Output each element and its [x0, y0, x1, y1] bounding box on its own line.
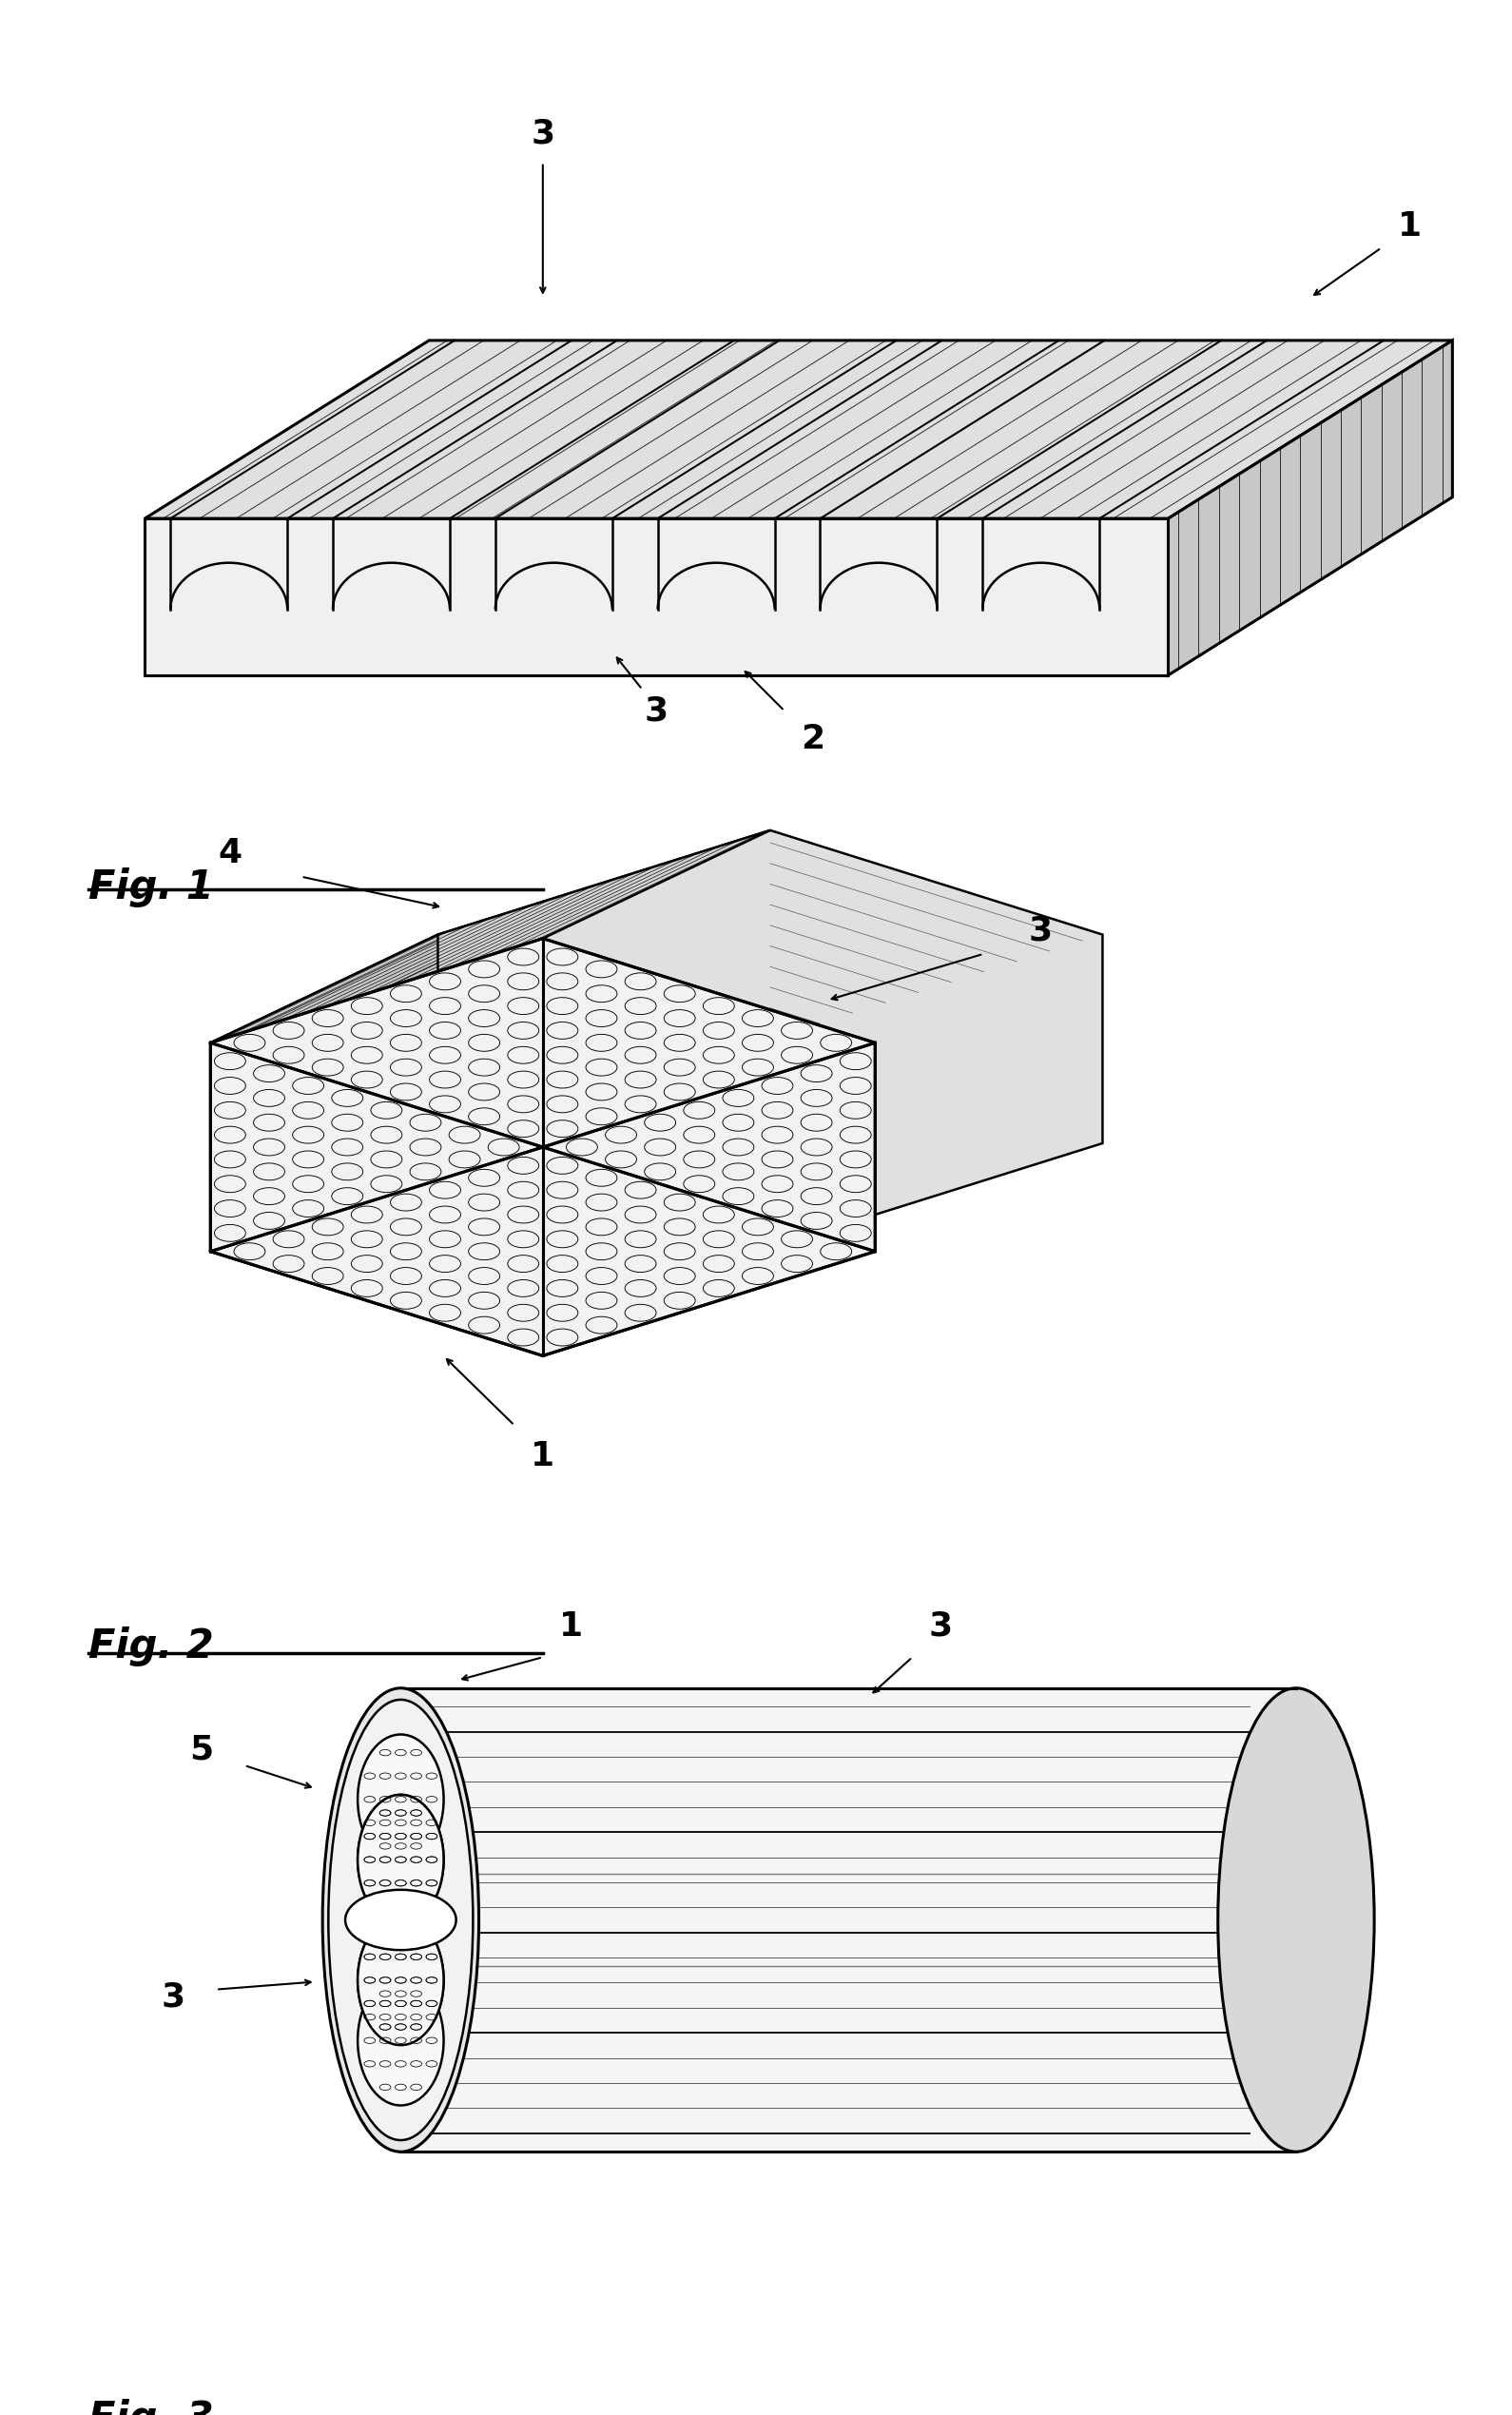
- Text: 3: 3: [162, 1980, 186, 2014]
- Polygon shape: [210, 831, 770, 1043]
- Polygon shape: [401, 1688, 1296, 2152]
- Ellipse shape: [358, 1915, 443, 2046]
- Text: 1: 1: [531, 1439, 555, 1473]
- Ellipse shape: [358, 1915, 443, 2046]
- Polygon shape: [210, 1142, 770, 1355]
- Polygon shape: [145, 341, 1453, 519]
- Ellipse shape: [322, 1688, 479, 2152]
- Text: Fig. 1: Fig. 1: [88, 867, 213, 908]
- Ellipse shape: [358, 1734, 443, 1864]
- Circle shape: [345, 1891, 457, 1949]
- Polygon shape: [210, 935, 438, 1251]
- Polygon shape: [1169, 341, 1453, 676]
- Ellipse shape: [358, 1794, 443, 1925]
- Ellipse shape: [1219, 1688, 1374, 2152]
- Ellipse shape: [328, 1700, 473, 2140]
- Ellipse shape: [358, 1794, 443, 1925]
- Text: 3: 3: [928, 1611, 953, 1642]
- Polygon shape: [210, 939, 875, 1355]
- Text: Fig. 3: Fig. 3: [88, 2398, 213, 2415]
- Text: Fig. 2: Fig. 2: [88, 1625, 213, 1666]
- Text: 1: 1: [559, 1611, 584, 1642]
- Text: 3: 3: [786, 1108, 810, 1140]
- Text: 4: 4: [218, 838, 242, 869]
- Text: 6: 6: [786, 1224, 810, 1256]
- Text: 3: 3: [1028, 915, 1052, 947]
- Text: 5: 5: [189, 1734, 213, 1765]
- Polygon shape: [145, 519, 1169, 676]
- Ellipse shape: [358, 1975, 443, 2106]
- Text: 2: 2: [801, 722, 826, 756]
- Polygon shape: [438, 831, 1102, 1249]
- Text: 1: 1: [1397, 210, 1421, 242]
- Text: 3: 3: [644, 696, 668, 727]
- Text: 3: 3: [531, 118, 555, 150]
